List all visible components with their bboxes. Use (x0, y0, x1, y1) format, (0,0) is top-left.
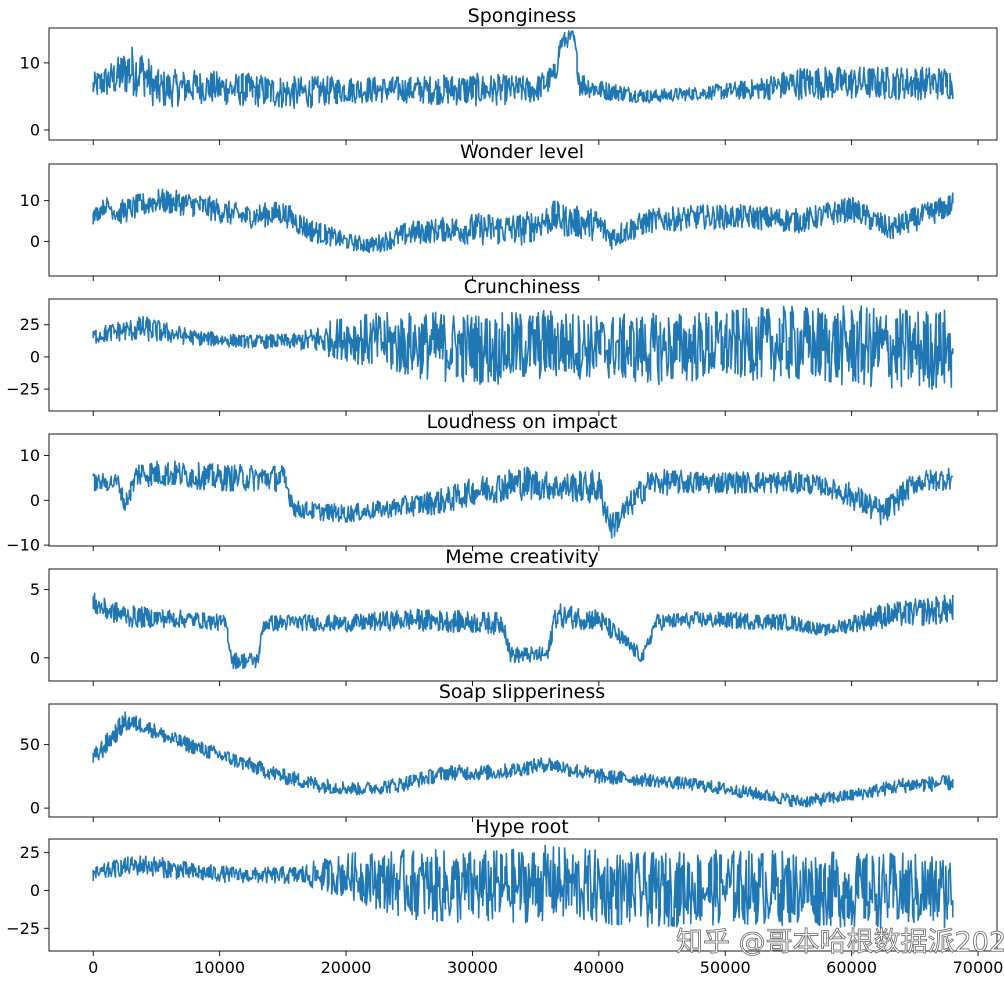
subplot-loudness-on-impact: Loudness on impact −10 0 10 (6, 411, 998, 555)
y-tick-label: 0 (30, 232, 40, 251)
y-tick-label: 25 (20, 843, 40, 862)
subplot-title: Meme creativity (445, 546, 598, 568)
y-tick-label: −25 (6, 380, 40, 399)
x-tick-label: 40000 (573, 958, 624, 977)
subplot-sponginess: Sponginess 0 10 (20, 5, 998, 145)
subplot-soap-slipperiness: Soap slipperiness 0 50 (20, 681, 998, 822)
axes-frame (48, 568, 998, 682)
series-line-loudness-on-impact (92, 460, 954, 539)
axes-frame (48, 433, 998, 547)
series-line-hype-root (92, 844, 954, 930)
y-tick-label: −25 (6, 919, 40, 938)
y-tick-label: 0 (30, 491, 40, 510)
subplot-crunchiness: Crunchiness −25 0 25 (6, 276, 998, 416)
y-tick-label: 10 (20, 446, 40, 465)
subplot-wonder-level: Wonder level 0 10 (20, 141, 998, 281)
y-tick-label: 0 (30, 347, 40, 366)
x-tick-label: 70000 (953, 958, 1004, 977)
axes-frame (48, 163, 998, 277)
subplot-stack: Sponginess 0 10 Wonder level 0 10 Crunchiness −… (6, 5, 1003, 977)
axes-frame (48, 703, 998, 818)
y-tick-label: 0 (30, 881, 40, 900)
series-line-wonder-level (92, 188, 954, 254)
series-line-meme-creativity (92, 592, 954, 670)
y-tick-label: 25 (20, 315, 40, 334)
subplot-title: Crunchiness (464, 276, 580, 298)
subplot-title: Hype root (475, 816, 568, 838)
axes-frame (48, 838, 998, 952)
subplot-title: Wonder level (460, 141, 584, 163)
y-tick-label: 0 (30, 799, 40, 818)
y-tick-label: 0 (30, 120, 40, 139)
subplot-meme-creativity: Meme creativity 0 5 (30, 546, 998, 686)
x-tick-label: 50000 (700, 958, 751, 977)
y-tick-label: 10 (20, 53, 40, 72)
series-line-soap-slipperiness (92, 711, 954, 808)
watermark-text: 知乎 @哥本哈根数据派2023 (676, 927, 1004, 958)
x-tick-label: 60000 (826, 958, 877, 977)
y-tick-label: 10 (20, 191, 40, 210)
x-tick-label: 0 (88, 958, 98, 977)
y-tick-label: 5 (30, 580, 40, 599)
subplot-hype-root: Hype root −25 0 25 0 10000 20000 30000 40000 5000… (6, 816, 1003, 977)
axes-frame (48, 27, 998, 141)
subplot-title: Loudness on impact (427, 411, 618, 433)
subplot-title: Sponginess (468, 5, 577, 27)
y-tick-label: 0 (30, 648, 40, 667)
x-tick-label: 20000 (321, 958, 372, 977)
subplot-title: Soap slipperiness (439, 681, 605, 703)
y-tick-label: 50 (20, 735, 40, 754)
axes-frame (48, 298, 998, 412)
series-line-sponginess (92, 30, 954, 110)
y-tick-label: −10 (6, 536, 40, 555)
series-line-crunchiness (92, 305, 954, 391)
x-tick-label: 30000 (447, 958, 498, 977)
x-tick-label: 10000 (194, 958, 245, 977)
